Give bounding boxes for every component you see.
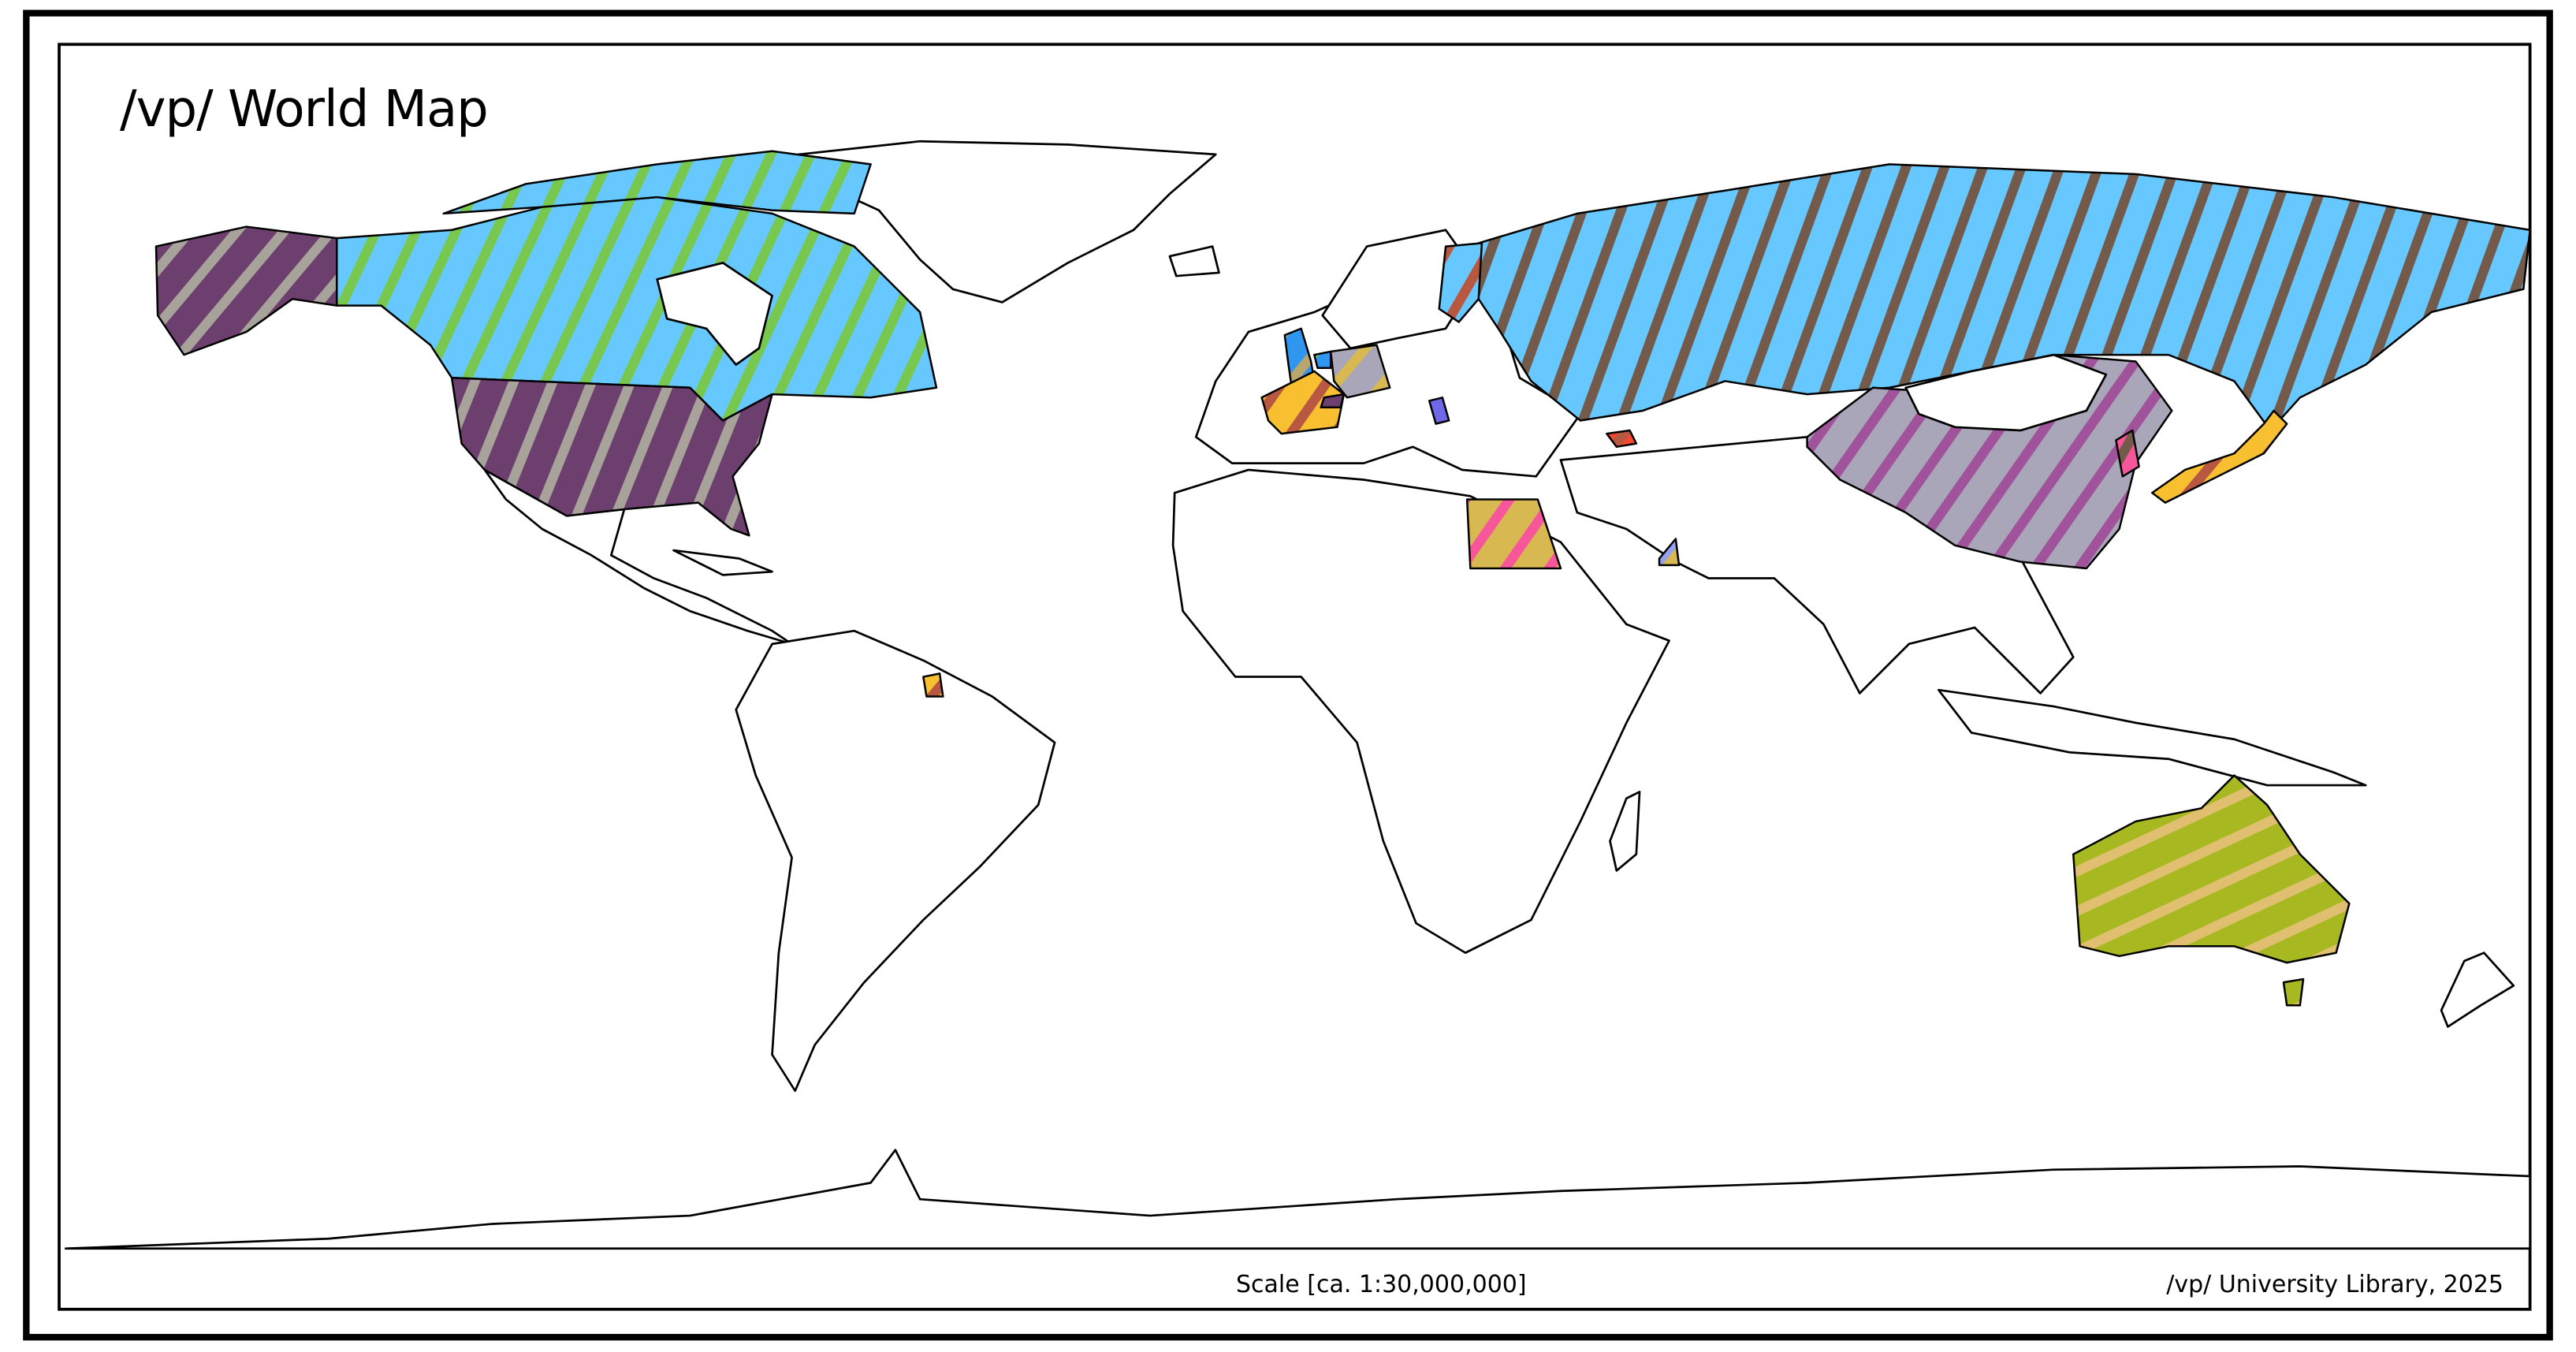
africa: [1171, 468, 1670, 954]
region-azerbaijan[interactable]: [1606, 429, 1638, 449]
madagascar: [1609, 791, 1641, 872]
iceland: [1168, 245, 1220, 277]
region-serbia[interactable]: [1428, 397, 1450, 425]
region-uae[interactable]: [1658, 538, 1681, 567]
region-tasmania[interactable]: [2282, 978, 2305, 1007]
region-finland[interactable]: [1438, 242, 1483, 323]
new-zealand: [2440, 952, 2515, 1028]
region-japan[interactable]: [2151, 409, 2288, 504]
region-alaska[interactable]: [154, 225, 338, 356]
mongolia: [1904, 353, 2108, 432]
region-french-guiana[interactable]: [922, 672, 944, 698]
region-usa[interactable]: [450, 377, 773, 537]
region-france[interactable]: [1260, 370, 1346, 435]
antarctica: [65, 1149, 2531, 1250]
region-australia[interactable]: [2072, 774, 2351, 964]
map-title: /vp/ World Map: [120, 80, 489, 139]
south-america: [735, 629, 1056, 1093]
region-russia[interactable]: [1477, 163, 2531, 432]
region-korea[interactable]: [2115, 429, 2140, 478]
region-canada-arctic-islands[interactable]: [442, 150, 872, 215]
region-netherlands[interactable]: [1313, 350, 1332, 370]
region-switzerland[interactable]: [1320, 393, 1346, 409]
region-egypt[interactable]: [1465, 498, 1562, 570]
greenland: [768, 140, 1217, 304]
credit-label: /vp/ University Library, 2025: [2166, 1271, 2503, 1298]
hudson-bay: [656, 262, 773, 366]
region-germany[interactable]: [1329, 344, 1391, 399]
southeast-asia-islands: [1937, 688, 2367, 787]
scale-label: Scale [ca. 1:30,000,000]: [1236, 1271, 1527, 1298]
caribbean: [672, 549, 773, 576]
